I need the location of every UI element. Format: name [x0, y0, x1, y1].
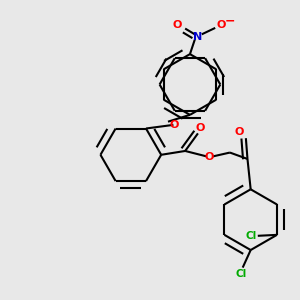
Text: O: O	[172, 20, 182, 30]
Text: O: O	[195, 123, 205, 133]
Text: O: O	[204, 152, 214, 162]
Text: −: −	[225, 15, 235, 28]
Text: O: O	[216, 20, 226, 30]
Text: O: O	[235, 128, 244, 137]
Text: Cl: Cl	[236, 269, 247, 279]
Text: N: N	[193, 32, 203, 41]
Text: Cl: Cl	[246, 232, 257, 242]
Text: O: O	[170, 120, 179, 130]
